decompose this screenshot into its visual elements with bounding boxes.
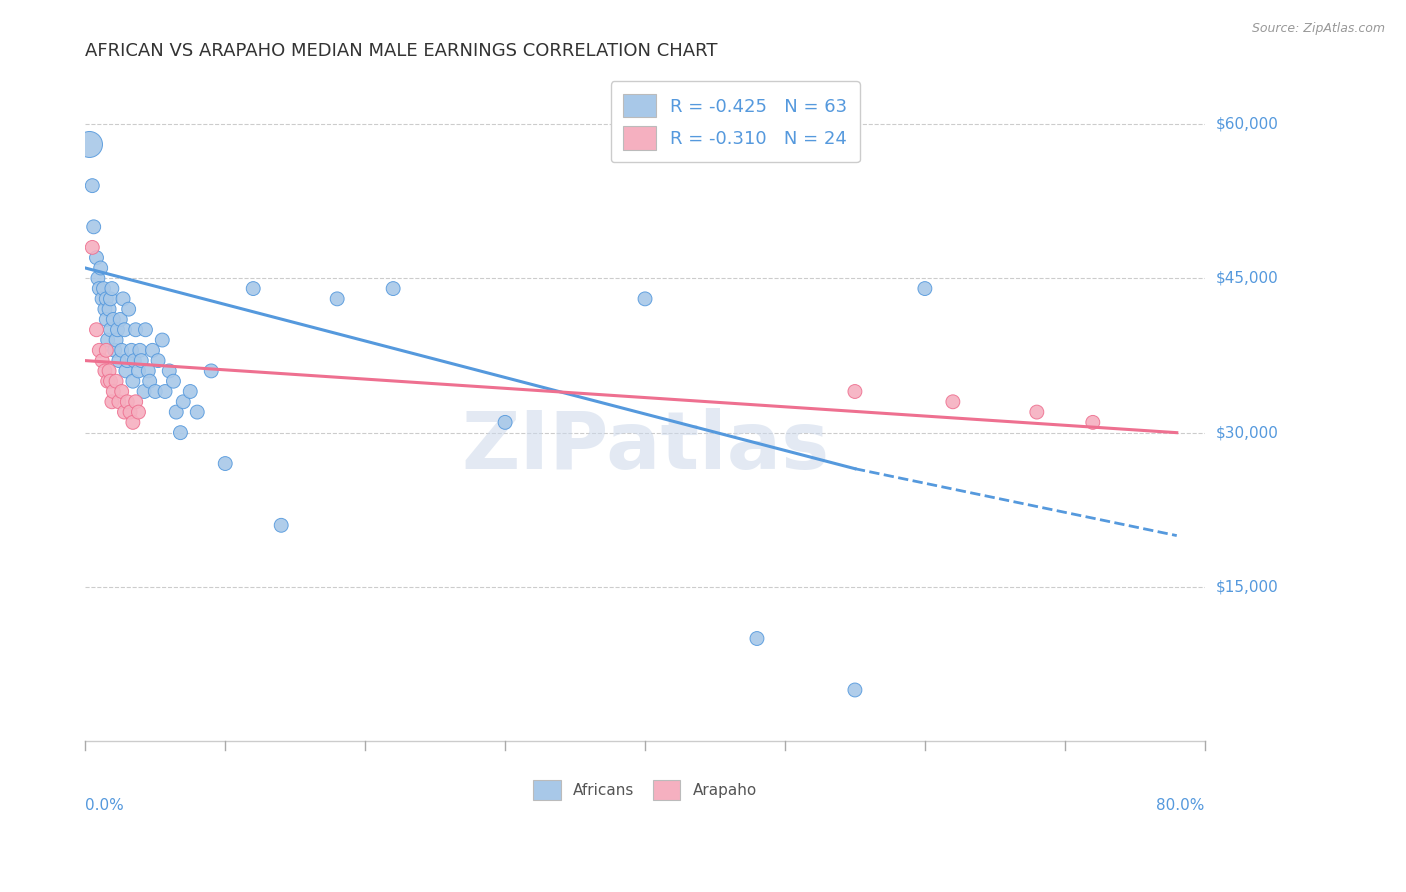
Point <box>87 271 110 285</box>
Point <box>169 425 191 440</box>
Text: $60,000: $60,000 <box>1216 116 1279 131</box>
Text: $30,000: $30,000 <box>1216 425 1279 440</box>
Point <box>96 292 118 306</box>
Point <box>134 323 156 337</box>
Point <box>103 384 125 399</box>
Point <box>1081 416 1104 430</box>
Point <box>89 282 111 296</box>
Point <box>96 312 118 326</box>
Point <box>98 364 121 378</box>
Point <box>112 292 135 306</box>
Point <box>150 333 173 347</box>
Point <box>136 364 159 378</box>
Point <box>82 240 104 254</box>
Point <box>179 384 201 399</box>
Point <box>172 394 194 409</box>
Point <box>101 394 124 409</box>
Point <box>101 282 124 296</box>
Point <box>143 384 166 399</box>
Point <box>124 323 146 337</box>
Text: 80.0%: 80.0% <box>1156 798 1205 813</box>
Point <box>942 394 965 409</box>
Point <box>105 374 128 388</box>
Point <box>914 282 936 296</box>
Point <box>114 323 136 337</box>
Point <box>91 353 114 368</box>
Point <box>100 323 122 337</box>
Point <box>115 364 138 378</box>
Point <box>844 683 866 698</box>
Point <box>94 302 117 317</box>
Point <box>86 251 108 265</box>
Point <box>98 302 121 317</box>
Text: Source: ZipAtlas.com: Source: ZipAtlas.com <box>1251 22 1385 36</box>
Point <box>117 353 139 368</box>
Point <box>105 333 128 347</box>
Point <box>97 374 120 388</box>
Point <box>121 343 143 358</box>
Point <box>186 405 208 419</box>
Point <box>111 384 134 399</box>
Point <box>114 405 136 419</box>
Point <box>103 312 125 326</box>
Point <box>100 292 122 306</box>
Point <box>214 457 236 471</box>
Point <box>270 518 292 533</box>
Point <box>165 405 187 419</box>
Point <box>128 343 150 358</box>
Point <box>242 282 264 296</box>
Point <box>120 405 142 419</box>
Text: ZIPatlas: ZIPatlas <box>461 408 830 486</box>
Point <box>1025 405 1047 419</box>
Point <box>146 353 169 368</box>
Point <box>129 353 152 368</box>
Text: 0.0%: 0.0% <box>86 798 124 813</box>
Point <box>494 416 516 430</box>
Text: $15,000: $15,000 <box>1216 580 1278 595</box>
Point <box>122 416 145 430</box>
Point <box>93 282 115 296</box>
Text: AFRICAN VS ARAPAHO MEDIAN MALE EARNINGS CORRELATION CHART: AFRICAN VS ARAPAHO MEDIAN MALE EARNINGS … <box>86 42 718 60</box>
Point <box>86 323 108 337</box>
Point <box>108 353 131 368</box>
Point <box>122 374 145 388</box>
Point <box>79 137 101 152</box>
Point <box>91 292 114 306</box>
Legend: Africans, Arapaho: Africans, Arapaho <box>526 772 765 807</box>
Point <box>745 632 768 646</box>
Point <box>138 374 160 388</box>
Point <box>82 178 104 193</box>
Point <box>83 219 105 234</box>
Point <box>111 343 134 358</box>
Point <box>127 405 149 419</box>
Point <box>117 394 139 409</box>
Point <box>382 282 405 296</box>
Point <box>90 260 112 275</box>
Point <box>326 292 349 306</box>
Point <box>110 312 132 326</box>
Point <box>104 343 127 358</box>
Point <box>124 353 146 368</box>
Point <box>124 394 146 409</box>
Point <box>89 343 111 358</box>
Point <box>157 364 180 378</box>
Point <box>200 364 222 378</box>
Point <box>634 292 657 306</box>
Point <box>100 374 122 388</box>
Point <box>162 374 184 388</box>
Point <box>844 384 866 399</box>
Point <box>94 364 117 378</box>
Text: $45,000: $45,000 <box>1216 271 1278 285</box>
Point <box>107 323 129 337</box>
Point <box>153 384 176 399</box>
Point <box>96 343 118 358</box>
Point <box>108 394 131 409</box>
Point <box>141 343 163 358</box>
Point <box>127 364 149 378</box>
Point <box>97 333 120 347</box>
Point <box>132 384 155 399</box>
Point <box>118 302 141 317</box>
